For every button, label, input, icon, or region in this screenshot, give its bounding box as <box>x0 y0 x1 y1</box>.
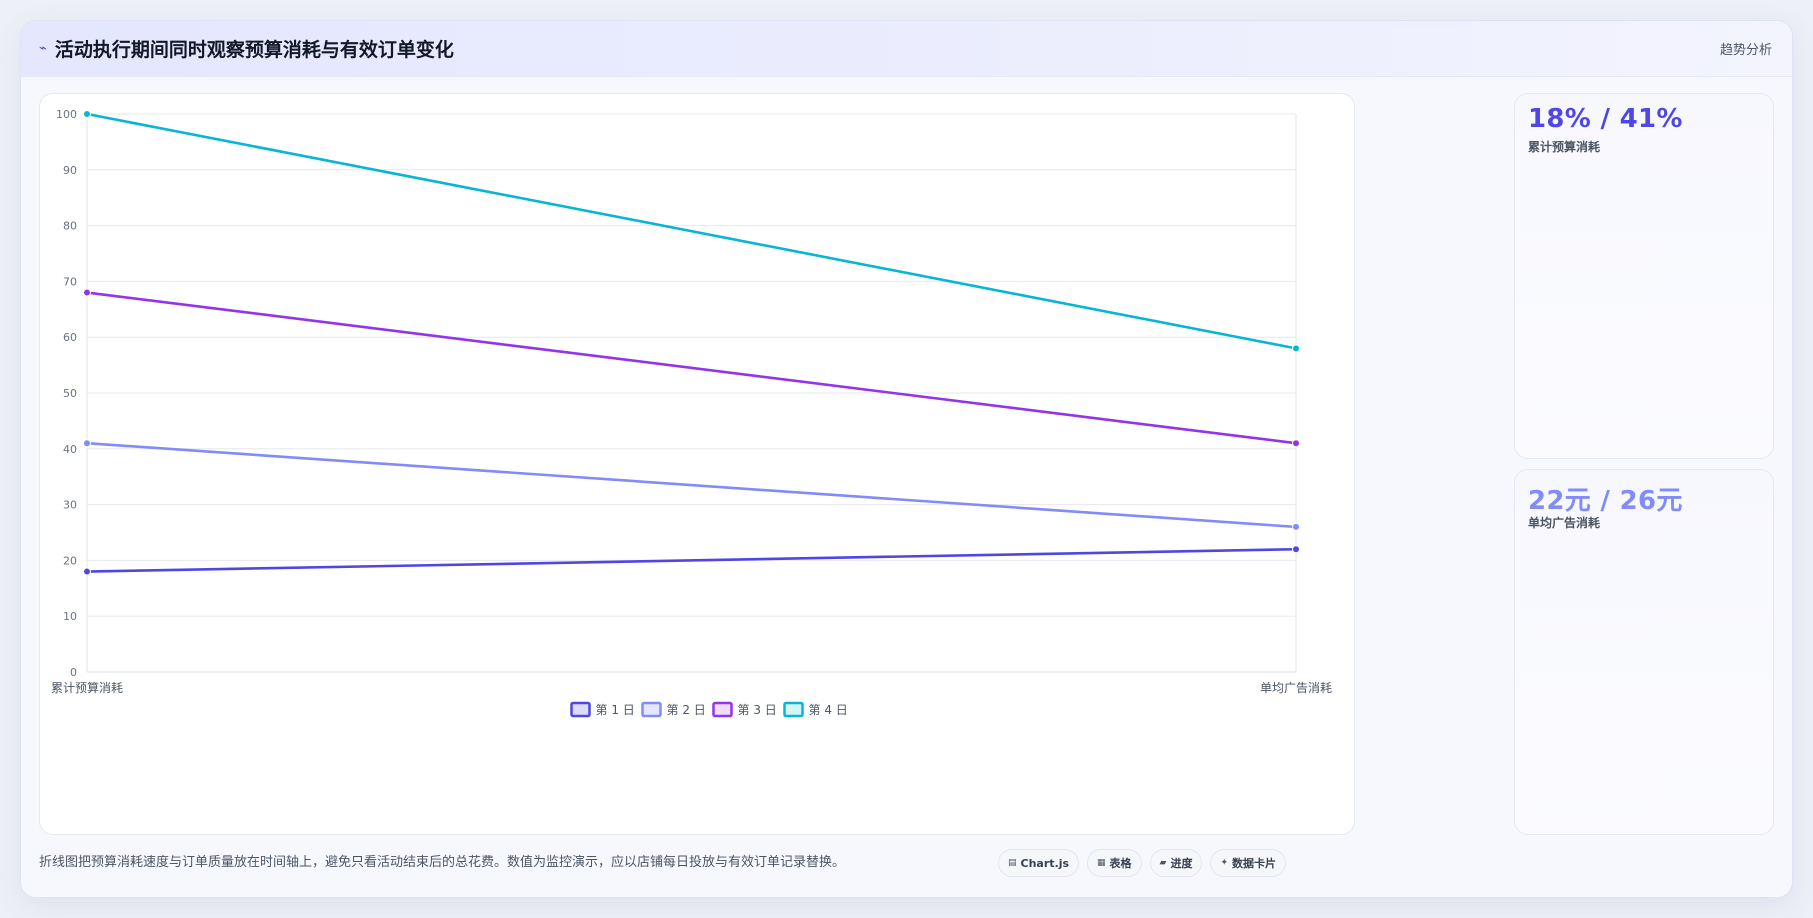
y-tick-label: 60 <box>63 331 77 344</box>
chip-label: 进度 <box>1170 857 1193 870</box>
chip-label: 表格 <box>1109 857 1132 870</box>
analysis-tag[interactable]: 趋势分析 <box>1719 43 1772 58</box>
chart-panel: 0 10 20 30 40 50 60 70 80 90 100 累计预算消耗 单均广告消耗 第 1 … <box>39 93 1355 835</box>
y-tick-label: 30 <box>63 499 77 512</box>
legend-label: 第 2 日 <box>667 703 706 717</box>
kpi-label: 单均广告消耗 <box>1528 516 1601 530</box>
data-point <box>83 439 91 448</box>
x-tick-label: 累计预算消耗 <box>51 680 123 695</box>
legend-label: 第 1 日 <box>596 703 635 717</box>
kpi-card-budget: 18% / 41% 累计预算消耗 <box>1514 93 1774 459</box>
y-tick-label: 10 <box>63 610 77 623</box>
trend-line-icon: ⌁ <box>39 41 47 56</box>
table-icon: ▦ <box>1097 858 1106 868</box>
y-tick-label: 0 <box>70 666 77 679</box>
page-title: 活动执行期间同时观察预算消耗与有效订单变化 <box>54 39 454 61</box>
legend-swatch <box>783 701 804 718</box>
chip-group: ▤ Chart.js ▦ 表格 ▰ 进度 ✦ 数据卡片 <box>998 849 1287 877</box>
data-point <box>1292 522 1300 531</box>
y-tick-label: 90 <box>63 164 77 177</box>
data-point <box>83 567 91 576</box>
chip-label: Chart.js <box>1020 856 1070 870</box>
y-tick-label: 70 <box>63 275 77 288</box>
chip-table[interactable]: ▦ 表格 <box>1087 849 1142 877</box>
data-point <box>1292 344 1300 353</box>
legend-swatch <box>641 701 662 718</box>
kpi-label: 累计预算消耗 <box>1528 140 1601 154</box>
kpi-value: 22元 / 26元 <box>1528 486 1683 516</box>
series-line <box>86 441 1297 529</box>
legend-label: 第 3 日 <box>738 703 777 717</box>
data-point <box>1292 545 1300 554</box>
y-tick-label: 100 <box>56 108 77 121</box>
series-line <box>86 291 1297 445</box>
legend-swatch <box>570 701 591 718</box>
chip-data-card[interactable]: ✦ 数据卡片 <box>1210 849 1287 877</box>
series-line <box>86 547 1297 573</box>
x-tick-label: 单均广告消耗 <box>1260 681 1332 695</box>
footnote: 折线图把预算消耗速度与订单质量放在时间轴上，避免只看活动结束后的总花费。数值为监… <box>39 855 846 870</box>
y-tick-label: 80 <box>63 220 77 233</box>
line-chart: 0 10 20 30 40 50 60 70 80 90 100 累计预算消耗 单均广告消耗 第 1 … <box>51 108 1332 718</box>
data-point <box>83 288 91 297</box>
y-tick-label: 50 <box>63 387 77 400</box>
chip-chartjs[interactable]: ▤ Chart.js <box>998 849 1080 877</box>
dashboard-card: ⌁ 活动执行期间同时观察预算消耗与有效订单变化 趋势分析 0 10 20 30 40 50… <box>20 20 1793 898</box>
progress-icon: ▰ <box>1159 858 1167 868</box>
sparkle-icon: ✦ <box>1220 858 1229 868</box>
legend-label: 第 4 日 <box>809 703 848 717</box>
chart-icon: ▤ <box>1008 858 1017 868</box>
legend-swatch <box>712 701 733 718</box>
series-line <box>86 112 1297 350</box>
kpi-value: 18% / 41% <box>1528 104 1683 134</box>
y-tick-label: 20 <box>63 554 77 567</box>
y-tick-label: 40 <box>63 443 77 456</box>
data-point <box>1292 439 1300 448</box>
card-header: ⌁ 活动执行期间同时观察预算消耗与有效订单变化 趋势分析 <box>21 21 1792 77</box>
data-point <box>83 110 91 118</box>
kpi-card-ad-cost: 22元 / 26元 单均广告消耗 <box>1514 469 1774 835</box>
chip-progress[interactable]: ▰ 进度 <box>1149 849 1203 877</box>
chip-label: 数据卡片 <box>1232 857 1277 870</box>
